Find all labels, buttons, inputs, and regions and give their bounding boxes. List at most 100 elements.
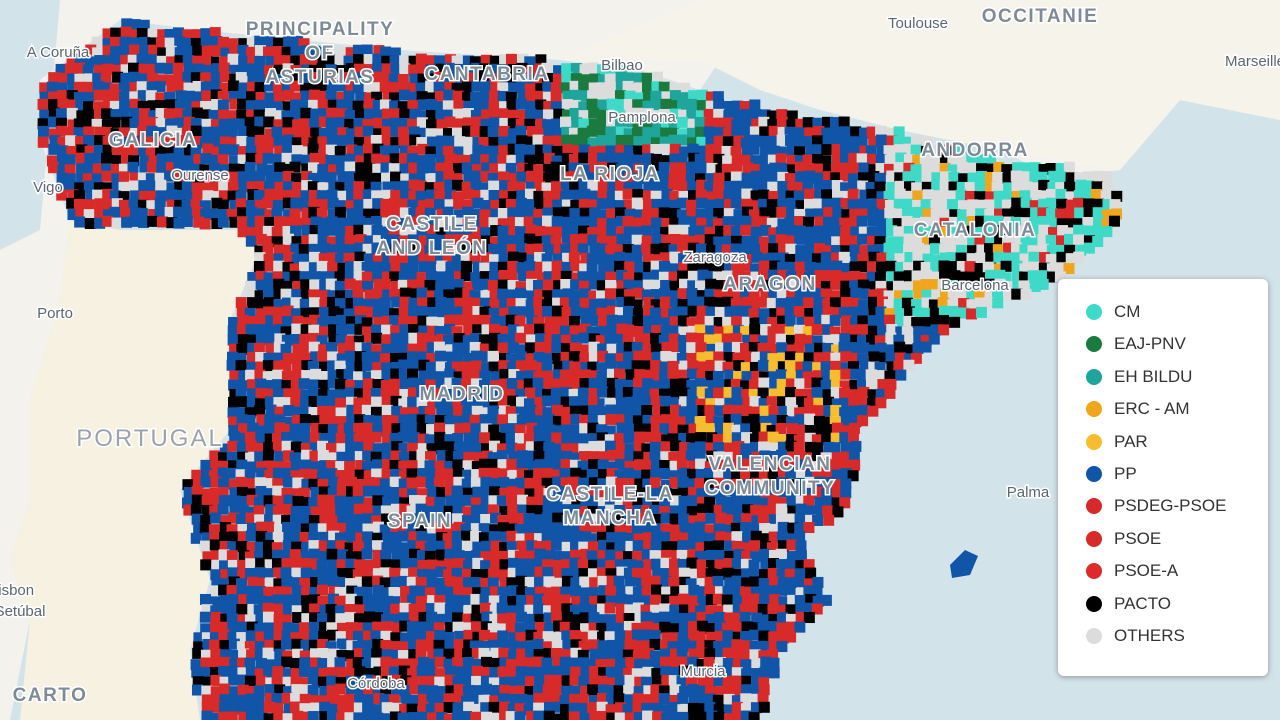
municipality (489, 90, 501, 102)
municipality (1072, 197, 1084, 209)
municipality (354, 251, 366, 263)
municipality (605, 245, 617, 257)
municipality (569, 325, 581, 337)
municipality (649, 441, 661, 453)
municipality (749, 209, 761, 221)
municipality (840, 487, 852, 499)
municipality (587, 568, 599, 580)
municipality (255, 398, 267, 410)
municipality (209, 27, 221, 39)
municipality (641, 242, 653, 254)
municipality (1093, 198, 1105, 210)
municipality (497, 163, 509, 175)
municipality (822, 342, 834, 354)
municipality (514, 181, 526, 193)
municipality (850, 416, 862, 428)
municipality (166, 217, 178, 229)
municipality (794, 155, 806, 167)
municipality (154, 172, 166, 184)
municipality (400, 523, 412, 535)
municipality (1109, 199, 1121, 211)
municipality (182, 162, 194, 174)
municipality (886, 170, 898, 182)
municipality (300, 505, 312, 517)
municipality (741, 568, 753, 580)
municipality (776, 531, 788, 543)
municipality (246, 217, 258, 229)
municipality (183, 504, 195, 516)
municipality (453, 244, 465, 256)
municipality (822, 216, 834, 228)
municipality (317, 83, 329, 95)
municipality (614, 559, 626, 571)
municipality (380, 162, 392, 174)
municipality (336, 353, 348, 365)
municipality (211, 218, 223, 230)
municipality (479, 278, 491, 290)
municipality (1083, 242, 1095, 254)
municipality (1064, 244, 1076, 256)
municipality (1011, 181, 1023, 193)
municipality (786, 225, 798, 237)
municipality (328, 180, 340, 192)
municipality (633, 423, 645, 435)
municipality (217, 164, 229, 176)
municipality (596, 152, 608, 164)
municipality (434, 442, 446, 454)
municipality (479, 379, 491, 391)
municipality (433, 513, 445, 525)
municipality (931, 217, 943, 229)
municipality (400, 332, 412, 344)
municipality (641, 72, 653, 84)
municipality (559, 171, 571, 183)
municipality (615, 551, 627, 563)
municipality (280, 326, 292, 338)
municipality (398, 488, 410, 500)
municipality (335, 505, 347, 517)
municipality (525, 170, 537, 182)
municipality (687, 549, 699, 561)
municipality (642, 488, 654, 500)
municipality (769, 135, 781, 147)
municipality (210, 89, 222, 101)
municipality (976, 163, 988, 175)
municipality (733, 360, 745, 372)
municipality (722, 136, 734, 148)
municipality (497, 459, 509, 471)
municipality (119, 36, 131, 48)
municipality (273, 397, 285, 409)
municipality (597, 172, 609, 184)
municipality (328, 244, 340, 256)
municipality (300, 551, 312, 563)
municipality (552, 495, 564, 507)
municipality (200, 559, 212, 571)
municipality (310, 351, 322, 363)
municipality (256, 442, 268, 454)
municipality (607, 90, 619, 102)
municipality (173, 73, 185, 85)
municipality (155, 179, 167, 191)
municipality (787, 451, 799, 463)
municipality (695, 458, 707, 470)
municipality (874, 335, 886, 347)
municipality (64, 173, 76, 185)
municipality (974, 272, 986, 284)
municipality (597, 343, 609, 355)
municipality (731, 575, 743, 587)
municipality (379, 81, 391, 93)
municipality (596, 440, 608, 452)
municipality (481, 109, 493, 121)
municipality (1011, 197, 1023, 209)
municipality (102, 28, 114, 40)
municipality (940, 144, 952, 156)
municipality (353, 586, 365, 598)
municipality (507, 118, 519, 130)
municipality (831, 163, 843, 175)
municipality (415, 343, 427, 355)
municipality (597, 497, 609, 509)
municipality (568, 189, 580, 201)
municipality (298, 38, 310, 50)
municipality (445, 450, 457, 462)
municipality (463, 432, 475, 444)
